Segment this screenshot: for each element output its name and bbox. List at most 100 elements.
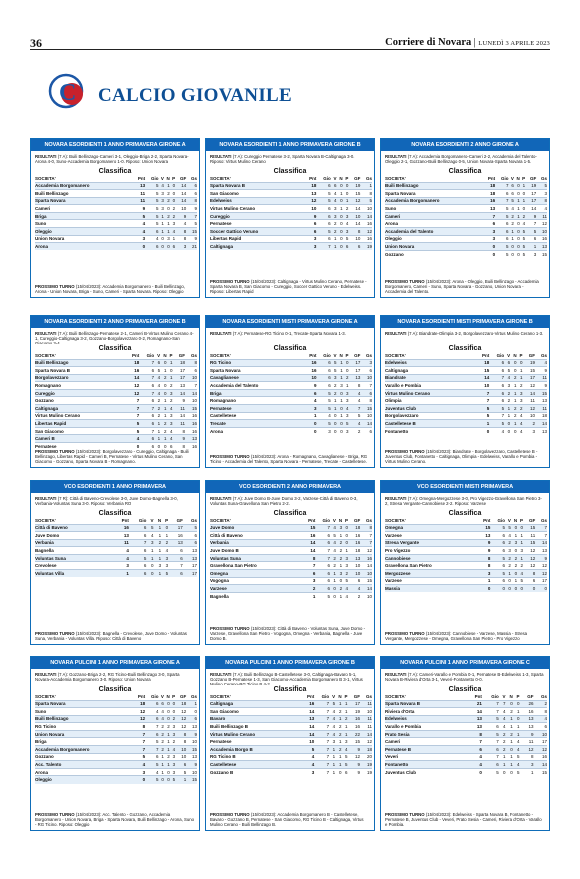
team-name: Accademia del Talento [210,381,303,390]
stat-cell: 4 [154,381,161,390]
team-name: Suno [385,204,483,213]
group-title: VCO ESORDIENTI 1 ANNO PRIMAVERA [31,481,199,493]
stat-cell: 1 [153,531,162,540]
next-round-label: PROSSIMO TURNO [35,283,76,289]
stat-cell: 2 [169,211,176,220]
next-round-text: PROSSIMO TURNO (15/04/2023): Arona - Ole… [385,278,539,294]
stat-cell: 6 [139,366,155,375]
stat-cell: 4 [329,523,336,532]
stat-cell: 12 [302,196,317,205]
table-row: Caltignaga 16 7 5 1 1 17 11 [210,699,372,708]
stat-cell: 3 [161,561,169,570]
stat-cell: 1 [342,381,349,390]
table-row: Sparta Novara B 18 6 6 0 0 19 1 [210,181,372,190]
stat-cell: 13 [534,396,547,405]
stat-cell: 2 [335,538,343,547]
column-header: P [520,518,524,524]
stat-cell: 13 [465,722,482,731]
group-title: NOVARA ESORDIENTI 1 ANNO PRIMAVERA GIRON… [31,139,199,151]
stat-cell: 5 [504,523,511,532]
stat-cell: 5 [132,752,146,761]
stat-cell: 6 [315,569,330,578]
stat-cell: 3 [510,538,518,547]
stat-cell: 15 [522,366,535,375]
stat-cell: 2 [510,561,518,570]
column-header: Pnt [131,353,140,359]
stat-cell: 6 [330,181,337,190]
stat-cell: 1 [301,591,316,600]
table-row: Cameri 7 7 2 1 4 11 17 [385,737,547,746]
stat-cell: 2 [330,388,337,397]
results-label: RISULTATI [210,496,233,501]
stat-cell: 3 [169,760,176,769]
table-row: Voluntas Suna 4 5 1 1 3 6 13 [35,553,197,562]
stat-cell: 7 [145,745,159,754]
results-label: RISULTATI [35,154,58,159]
stat-cell: 0 [158,242,164,251]
stat-cell: 2 [342,373,349,382]
stat-cell: 11 [359,722,372,731]
stat-cell: 18 [124,358,140,367]
stat-cell: 1 [513,211,520,220]
stat-cell: 13 [299,714,315,723]
stat-cell: 1 [160,396,167,405]
stat-cell: 2 [160,373,167,382]
stat-cell: 0 [163,767,170,776]
stat-cell: 4 [329,722,336,731]
team-name: Virtus Mulino Cerano [210,729,300,738]
stat-cell: 1 [505,752,513,761]
table-header-row: SOCIETA' Pnt Gio V N P GF Gs [35,176,197,182]
stat-cell: 4 [519,219,526,228]
column-header: GF [353,518,361,524]
team-name: Castelletese [210,760,300,769]
stat-cell: 1 [341,729,348,738]
stat-cell: 3 [519,760,534,769]
stat-cell: 1 [505,737,513,746]
stat-cell: 0 [519,204,526,213]
stat-cell: 14 [301,546,316,555]
stat-cell: 14 [175,181,187,190]
standings-box: VCO ESORDIENTI 2 ANNO PRIMAVERA RISULTATI… [205,480,375,645]
team-name: Olimpia [385,396,475,405]
team-name: Soccer Gattico Veruno [210,227,303,236]
table-row: Romagnano 4 5 1 1 3 4 8 [210,396,372,405]
stat-cell: 7 [184,381,197,390]
stat-cell: 19 [360,242,372,251]
stat-cell: 2 [504,561,511,570]
stat-cell: 11 [359,699,372,708]
stat-cell: 6 [360,366,372,375]
table-row: Fontanetto 4 6 1 1 4 3 14 [385,760,547,769]
publication-line: Corriere di Novara | LUNEDÌ 3 APRILE 202… [385,37,550,48]
stat-cell: 4 [166,434,173,443]
stat-cell: 14 [184,388,197,397]
stat-cell: 6 [348,576,361,585]
table-row: Mergozzese 3 5 1 0 4 8 12 [385,569,547,578]
stat-cell: 21 [186,242,197,251]
stat-cell: 4 [316,411,331,420]
table-row: Pernatese 6 6 2 0 4 14 16 [210,219,372,228]
stat-cell: 1 [498,752,506,761]
stat-cell: 7 [481,699,499,708]
table-header-row: SOCIETA' Pnt Gio V N P GF Gs [385,353,547,359]
column-header: SOCIETA' [35,694,56,700]
stat-cell: 4 [158,707,164,716]
team-name: Pernatese [35,442,125,451]
team-name: Sparta Novara [385,189,483,198]
stat-cell: 1 [335,699,342,708]
team-name: Pernatese [210,404,303,413]
stat-cell: 9 [186,760,197,769]
team-name: Suno [35,707,133,716]
stat-cell: 8 [184,358,197,367]
stat-cell: 1 [474,419,490,428]
stat-cell: 7 [314,699,330,708]
team-name: Verbania [210,538,302,547]
stat-cell: 15 [186,227,197,236]
stat-cell: 9 [347,767,360,776]
stat-cell: 0 [504,584,511,593]
results-text: RISULTATI (7 A): Gozzano-Briga 2-2, RG T… [35,672,180,683]
table-row: Buili Bellinzago B 14 7 4 2 1 16 11 [210,722,372,731]
table-row: Bagnella 1 5 0 1 4 2 10 [210,591,372,600]
stat-cell: 3 [517,546,524,555]
stat-cell: 2 [348,426,361,435]
stat-cell: 4 [329,729,336,738]
